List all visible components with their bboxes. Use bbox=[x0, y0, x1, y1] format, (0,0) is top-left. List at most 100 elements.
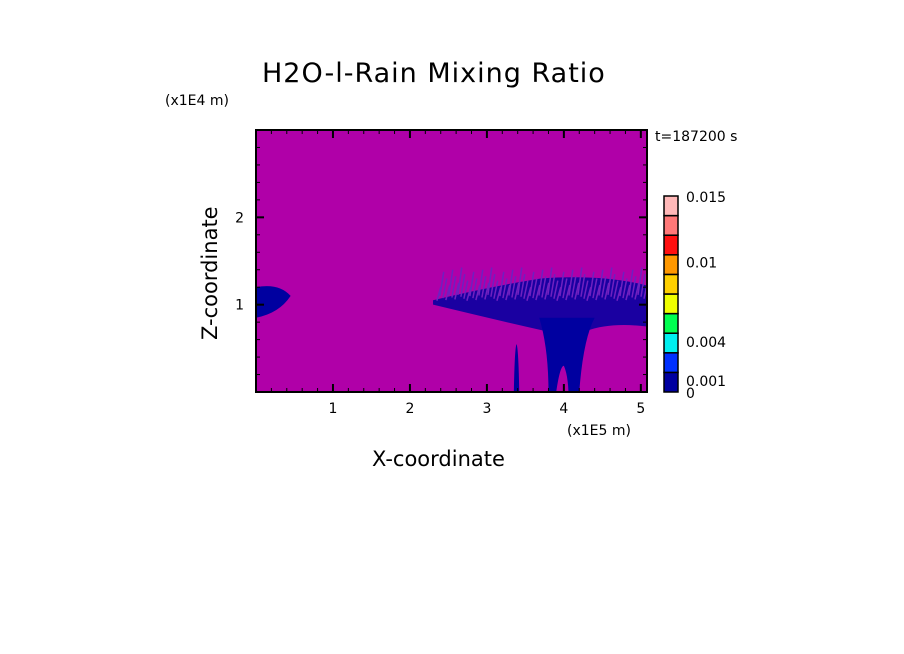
rain-streak bbox=[592, 278, 598, 299]
rain-streak bbox=[499, 271, 505, 297]
rain-streak bbox=[475, 284, 481, 301]
colorbar-swatch bbox=[663, 312, 679, 334]
field-background bbox=[256, 130, 647, 392]
x-axis-label: X-coordinate bbox=[372, 447, 505, 471]
colorbar-swatch bbox=[663, 352, 679, 374]
y-tick-label: 2 bbox=[235, 210, 244, 226]
colorbar: 00.001 0.004 0.01 0.015 bbox=[663, 190, 726, 402]
rain-streak bbox=[562, 278, 568, 299]
rain-streak bbox=[511, 276, 517, 298]
rain-streak bbox=[496, 286, 502, 301]
rain-streak bbox=[445, 284, 451, 301]
rain-streak bbox=[634, 282, 640, 300]
x-tick-label: 2 bbox=[405, 401, 414, 417]
axes: 1 2 3 4 5 1 2 bbox=[235, 130, 647, 417]
rain-streak bbox=[586, 286, 592, 301]
colorbar-swatch bbox=[663, 254, 679, 276]
rain-streak bbox=[604, 282, 610, 300]
rain-streak bbox=[457, 267, 463, 295]
rain-streak bbox=[490, 273, 496, 297]
rain-streak bbox=[613, 280, 619, 299]
rain-streak bbox=[601, 276, 607, 298]
x-axis-unit: (x1E5 m) bbox=[567, 423, 631, 439]
plot-frame bbox=[255, 129, 648, 393]
rain-streak bbox=[517, 267, 523, 295]
rain-column-narrow bbox=[513, 343, 520, 392]
rain-streak bbox=[616, 286, 622, 301]
rain-streak bbox=[619, 271, 625, 297]
colorbar-label: 0.015 bbox=[686, 190, 726, 206]
rain-streak bbox=[550, 273, 556, 297]
rain-streak bbox=[628, 269, 634, 296]
colorbar-swatch bbox=[663, 371, 679, 393]
colorbar-label: 0.004 bbox=[686, 335, 726, 351]
rain-streak bbox=[625, 284, 631, 301]
rain-streak bbox=[580, 273, 586, 297]
rain-streak bbox=[436, 286, 442, 301]
rain-streak bbox=[514, 282, 520, 300]
rain-streak bbox=[631, 276, 637, 298]
colorbar-label: 0.01 bbox=[686, 255, 717, 271]
rain-streak bbox=[559, 271, 565, 297]
rain-streak bbox=[532, 278, 538, 299]
rain-streak bbox=[442, 278, 448, 299]
contour-field bbox=[256, 130, 647, 392]
colorbar-label: 0.001 bbox=[686, 374, 726, 390]
rain-streak bbox=[571, 276, 577, 298]
x-tick-label: 1 bbox=[329, 401, 338, 417]
rain-streak bbox=[505, 284, 511, 301]
rain-streak bbox=[577, 267, 583, 295]
rain-streak bbox=[541, 276, 547, 298]
rain-streak bbox=[637, 267, 643, 295]
rain-streak bbox=[607, 267, 613, 295]
rain-streak bbox=[460, 273, 466, 297]
rain-streak bbox=[520, 273, 526, 297]
colorbar-swatch bbox=[663, 234, 679, 256]
rain-streak bbox=[544, 282, 550, 300]
rain-streak bbox=[574, 282, 580, 300]
rain-streak bbox=[640, 273, 646, 297]
rain-streak bbox=[502, 278, 508, 299]
rain-streak bbox=[526, 286, 532, 301]
chart-title: H2O-l-Rain Mixing Ratio bbox=[262, 58, 606, 89]
colorbar-swatch bbox=[663, 214, 679, 236]
rain-streak bbox=[589, 271, 595, 297]
colorbar-swatch bbox=[663, 273, 679, 295]
rain-streak bbox=[529, 271, 535, 297]
y-tick-label: 1 bbox=[235, 298, 244, 314]
rain-streak bbox=[610, 273, 616, 297]
x-tick-label: 3 bbox=[482, 401, 491, 417]
rain-streak bbox=[493, 280, 499, 299]
rain-streak bbox=[622, 278, 628, 299]
rain-streak bbox=[469, 271, 475, 297]
rain-region-left bbox=[256, 286, 291, 318]
rain-streak bbox=[598, 269, 604, 296]
rain-column-main bbox=[539, 317, 595, 392]
rain-streak bbox=[472, 278, 478, 299]
time-annotation: t=187200 s bbox=[655, 129, 738, 145]
rain-streak bbox=[565, 284, 571, 301]
rain-streak bbox=[451, 276, 457, 298]
colorbar-swatch bbox=[663, 195, 679, 217]
colorbar-swatch bbox=[663, 332, 679, 354]
rain-streak bbox=[448, 269, 454, 296]
rain-streak bbox=[478, 269, 484, 296]
rain-streak bbox=[535, 284, 541, 301]
rain-streak bbox=[454, 282, 460, 300]
rain-streak bbox=[553, 280, 559, 299]
rain-streak bbox=[487, 267, 493, 295]
rain-streak bbox=[538, 269, 544, 296]
rain-streak bbox=[583, 280, 589, 299]
y-axis-unit: (x1E4 m) bbox=[165, 93, 229, 109]
rain-streak bbox=[466, 286, 472, 301]
rain-streak bbox=[556, 286, 562, 301]
rain-streak bbox=[508, 269, 514, 296]
rain-streak bbox=[523, 280, 529, 299]
rain-streak bbox=[595, 284, 601, 301]
rain-streak bbox=[568, 269, 574, 296]
x-tick-label: 5 bbox=[636, 401, 645, 417]
colorbar-label: 0 bbox=[686, 386, 695, 402]
colorbar-swatch bbox=[663, 293, 679, 315]
rain-streak bbox=[481, 276, 487, 298]
